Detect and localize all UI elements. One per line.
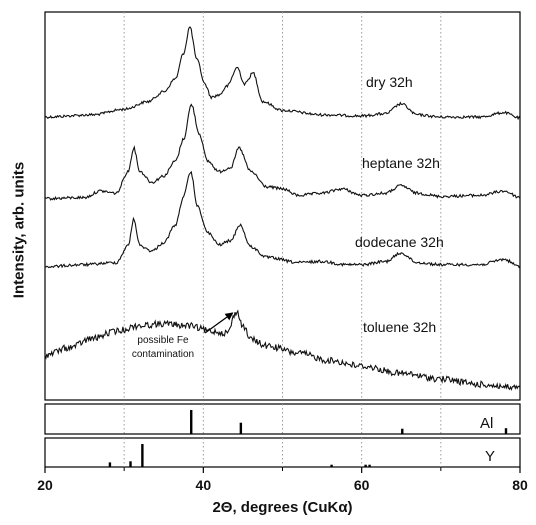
grid-lines [123,12,442,467]
diffraction-curves [44,26,521,391]
reference-bars: Al Y [108,410,508,467]
annotation-text-line-2: contamination [132,349,194,360]
x-axis-ticks: 20 40 60 80 [37,467,528,493]
ref-label-Al: Al [480,415,493,432]
series-label-0: dry 32h [366,74,413,90]
annotation: possible Fe contamination [132,312,234,360]
series-curve-0 [44,26,521,121]
series-curve-3 [44,309,521,391]
y-axis-label: Intensity, arb. units [10,161,28,299]
x-tick-label: 80 [512,477,528,493]
series-curve-1 [44,103,521,201]
series-curve-2 [45,170,521,269]
x-tick-label: 60 [354,477,370,493]
ref-label-Y: Y [485,448,495,465]
annotation-text-line-1: possible Fe [137,335,189,346]
x-axis-label: 2Θ, degrees (CuKα) [212,499,353,516]
main-plot-frame [44,11,521,401]
series-label-1: heptane 32h [362,155,440,171]
annotation-arrow [204,312,234,334]
y-axis-label-box: Intensity, arb. units [2,100,36,360]
series-labels: dry 32h heptane 32h dodecane 32h toluene 32… [355,74,444,335]
x-tick-label: 20 [37,477,53,493]
series-label-2: dodecane 32h [355,234,444,250]
series-label-3: toluene 32h [363,319,436,335]
x-tick-label: 40 [196,477,212,493]
